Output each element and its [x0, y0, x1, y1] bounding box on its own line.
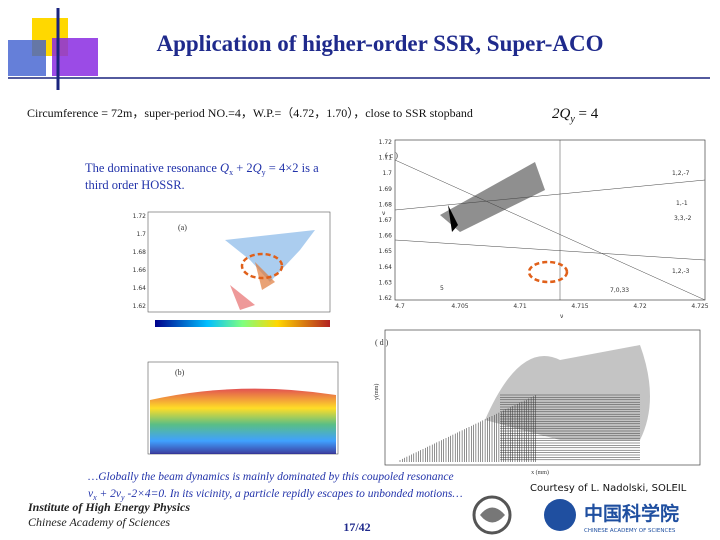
tick-label: 4.72	[633, 303, 647, 310]
tick-label: 1.72	[133, 213, 147, 220]
caption: …Globally the beam dynamics is mainly do…	[88, 471, 454, 483]
panel-b: (b)	[147, 361, 339, 455]
axis-label: x (mm)	[531, 469, 549, 476]
deco-square	[52, 38, 98, 76]
page-number: 17/42	[343, 520, 370, 534]
tick-label: 1.68	[379, 201, 393, 208]
panel-label: ( c )	[385, 151, 398, 160]
scatter-cloud	[485, 345, 650, 440]
resonance-label: 3,3,-2	[674, 215, 692, 222]
resonance-label: 1,2,-3	[672, 268, 690, 275]
tick-label: 1.64	[133, 285, 147, 292]
tick-label: 1.62	[133, 303, 147, 310]
tick-label: 4.7	[395, 303, 405, 310]
logo-text: CHINESE ACADEMY OF SCIENCES	[584, 528, 676, 534]
tick-label: 1.72	[379, 139, 393, 146]
axis-label: y(mm)	[373, 384, 380, 400]
tick-label: 1.65	[379, 248, 393, 255]
axis-label: ν	[560, 313, 564, 320]
panel-a: (a) 1.72 1.7 1.68 1.66 1.64 1.62	[133, 211, 331, 327]
highlight	[527, 260, 569, 284]
tick-label: 4.725	[691, 303, 708, 310]
panel-label: (b)	[175, 368, 185, 377]
courtesy: Courtesy of L. Nadolski, SOLEIL	[530, 483, 687, 494]
resonance-label: 1,2,-7	[672, 170, 690, 177]
title: Application of higher-order SSR, Super-A…	[156, 31, 603, 56]
resonance-label: 1,-1	[676, 200, 688, 207]
note: The dominative resonance Qx + 2Qy = 4×2 …	[85, 161, 319, 177]
highlight	[240, 252, 284, 280]
panel-c: ( c ) 1.72 1.71 1.7 1.69 1.68 1.67 1.66 1.65 1.6…	[379, 139, 709, 320]
caption: νx + 2νy -2×4=0. In its vicinity, a part…	[88, 488, 463, 502]
tick-label: 1.67	[379, 217, 393, 224]
tick-label: 4.715	[571, 303, 588, 310]
tick-label: 1.7	[382, 170, 392, 177]
formula: 2Qy = 4	[552, 106, 599, 125]
panel-label: ( d )	[375, 338, 389, 347]
tick-label: 1.63	[379, 279, 393, 286]
tick-label: 1.66	[133, 267, 147, 274]
logo	[480, 507, 505, 523]
panel-label: (a)	[178, 223, 187, 232]
institute: Chinese Academy of Sciences	[28, 515, 170, 529]
tick-label: 4.705	[451, 303, 468, 310]
tick-label: 1.66	[379, 233, 393, 240]
deco-square	[8, 40, 46, 76]
institute: Institute of High Energy Physics	[27, 500, 190, 514]
logo-text: 中国科学院	[584, 502, 679, 525]
tick-label: 1.69	[379, 186, 393, 193]
subtitle: Circumference = 72m，super-period NO.=4，W…	[27, 106, 473, 120]
tick-label: 4.71	[513, 303, 527, 310]
note: third order HOSSR.	[85, 178, 185, 192]
panel-d: ( d ) y(mm) x (mm)	[373, 329, 701, 476]
resonance-label: 7,0,33	[610, 287, 629, 294]
resonance-label: 5	[440, 285, 444, 292]
logo	[544, 499, 576, 531]
tick-label: 1.62	[379, 295, 393, 302]
tick-label: 1.68	[133, 249, 147, 256]
tick-label: 1.7	[136, 231, 146, 238]
logo	[472, 495, 512, 535]
tick-label: 1.71	[379, 155, 393, 162]
axis-label: ν	[382, 210, 386, 217]
tick-label: 1.64	[379, 264, 393, 271]
